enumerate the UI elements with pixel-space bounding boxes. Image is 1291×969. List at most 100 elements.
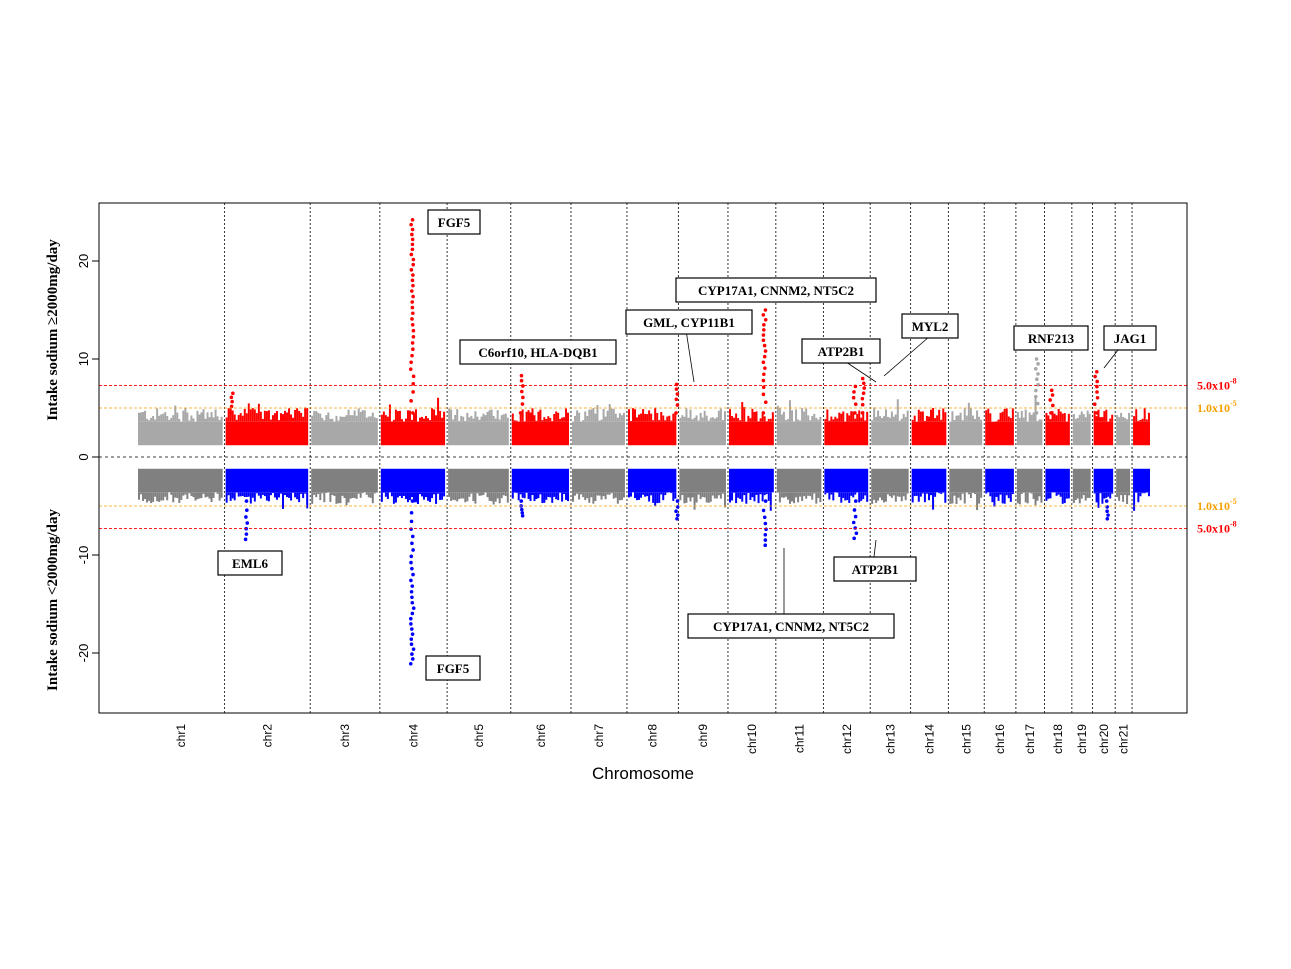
peak-point-bottom [763, 499, 768, 503]
peak-point-top [763, 318, 768, 322]
peak-point-top [761, 338, 766, 343]
peak-point-bottom [409, 510, 414, 515]
x-tick-label: chr18 [1051, 724, 1065, 754]
snp-band-bottom [627, 468, 677, 493]
peak-point-top [761, 378, 766, 383]
peak-point-bottom [244, 499, 249, 503]
peak-point-bottom [675, 516, 679, 521]
peak-point-bottom [409, 642, 414, 646]
snp-band-bottom [1045, 468, 1070, 493]
annotation-leader-line [685, 329, 695, 383]
x-tick-label: chr9 [696, 724, 710, 748]
snp-band-top [511, 421, 569, 446]
peak-point-top [228, 411, 233, 415]
peak-point-top [1094, 369, 1099, 374]
peak-point-top [411, 390, 415, 394]
snp-points [138, 218, 1150, 666]
peak-point-top [1036, 382, 1040, 387]
peak-point-top [1093, 374, 1097, 379]
annotation-box [427, 209, 481, 235]
snp-band-top [1072, 421, 1091, 446]
snp-band-top [311, 421, 378, 446]
snp-band-bottom [1133, 468, 1150, 493]
peak-point-bottom [245, 521, 250, 525]
peak-point-top [521, 395, 525, 400]
peak-point-top [230, 399, 234, 404]
y-axis-label-top: Intake sodium ≥2000mg/day [45, 239, 61, 421]
peak-point-top [410, 232, 414, 237]
peak-point-bottom [852, 508, 857, 512]
peak-point-top [675, 403, 680, 407]
peak-point-bottom [675, 499, 680, 503]
peak-point-bottom [245, 508, 249, 513]
peak-point-top [861, 381, 866, 386]
gene-annotation: EML6 [217, 550, 283, 576]
snp-band-bottom [311, 468, 378, 493]
x-tick-label: chr7 [592, 724, 606, 748]
peak-point-bottom [409, 560, 413, 565]
annotation-box [901, 313, 959, 339]
peak-point-top [411, 334, 416, 339]
peak-point-top [1051, 403, 1055, 408]
peak-point-top [763, 400, 768, 405]
peak-point-top [411, 382, 416, 386]
annotation-label: ATP2B1 [818, 344, 865, 359]
annotation-label: CYP17A1, CNNM2, NT5C2 [698, 283, 854, 298]
peak-point-bottom [411, 606, 416, 610]
peak-point-bottom [674, 509, 678, 514]
x-tick-label: chr1 [174, 724, 188, 748]
gene-annotation: FGF5 [427, 209, 481, 235]
snp-band-top [448, 421, 509, 446]
peak-point-top [411, 374, 416, 379]
peak-point-top [229, 395, 234, 400]
snp-band-top [1016, 421, 1043, 446]
peak-point-top [761, 411, 766, 415]
snp-band-bottom [1072, 468, 1091, 493]
annotation-box [625, 309, 753, 335]
x-tick-label: chr13 [883, 724, 897, 754]
peak-point-top [411, 311, 415, 316]
snp-band-top [627, 421, 677, 446]
peak-point-top [1048, 398, 1052, 402]
peak-point-bottom [854, 531, 859, 536]
peak-point-bottom [520, 514, 525, 518]
peak-point-top [411, 411, 415, 415]
peak-point-bottom [764, 527, 768, 532]
x-tick-label: chr4 [406, 724, 420, 748]
annotation-label: FGF5 [438, 215, 471, 230]
peak-point-top [410, 353, 414, 358]
peak-point-top [862, 386, 867, 390]
peak-point-top [761, 385, 766, 390]
peak-point-top [762, 328, 766, 332]
peak-point-top [410, 341, 415, 345]
peak-point-top [410, 247, 415, 252]
peak-point-top [761, 313, 766, 317]
peak-point-bottom [519, 507, 524, 512]
x-tick-label: chr11 [793, 724, 807, 753]
peak-point-bottom [411, 647, 416, 651]
peak-point-top [860, 402, 865, 407]
peak-point-bottom [851, 520, 856, 525]
peak-point-top [1034, 357, 1039, 361]
x-tick-label: chr6 [534, 724, 548, 748]
peak-point-top [409, 399, 413, 403]
peak-point-top [861, 391, 866, 395]
annotation-box [833, 556, 917, 582]
peak-point-top [860, 411, 865, 415]
peak-point-bottom [409, 519, 414, 524]
y-tick-label: 10 [76, 352, 91, 366]
y-axis: 20 10 0 -10 -20 [76, 254, 99, 662]
peak-point-top [409, 252, 414, 257]
peak-point-top [410, 278, 415, 283]
peak-point-top [763, 308, 768, 312]
annotation-leader-line [1103, 349, 1119, 369]
peak-point-top [853, 411, 857, 415]
peak-point-top [410, 237, 415, 242]
peak-point-top [853, 402, 858, 406]
annotation-box [1103, 325, 1157, 351]
peak-point-top [860, 376, 865, 381]
peak-point-bottom [411, 548, 415, 552]
peak-point-top [674, 397, 679, 402]
snp-band-top [571, 421, 625, 446]
peak-point-top [1034, 411, 1039, 415]
